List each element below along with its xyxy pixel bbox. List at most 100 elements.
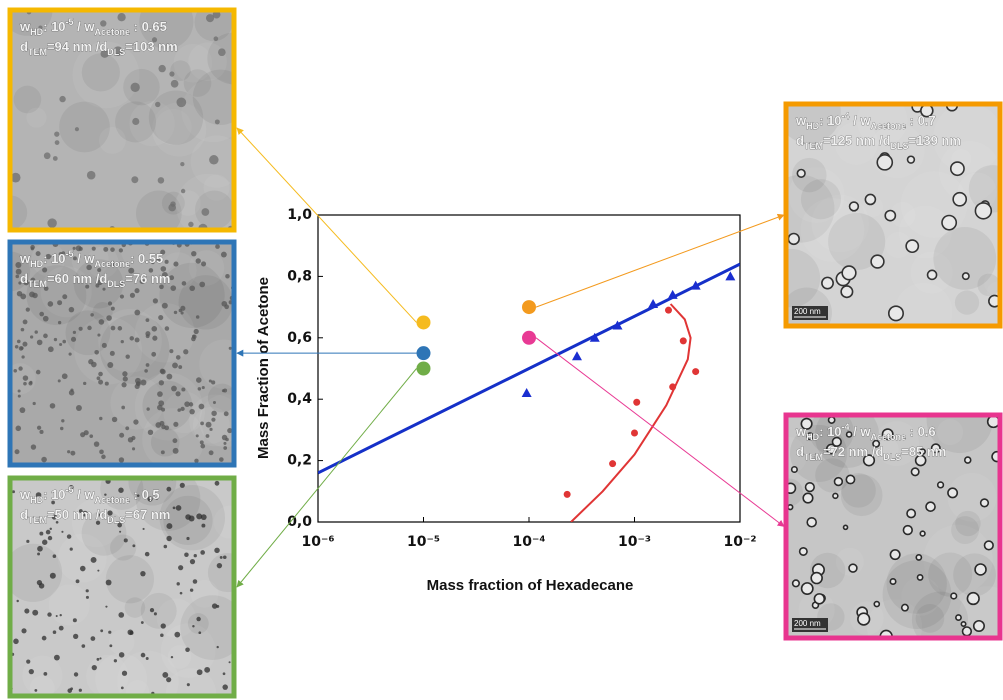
particle [145,657,149,660]
particle [30,335,34,339]
texture-blob [135,190,182,230]
particle [158,400,165,407]
particle [876,154,894,171]
x-tick-label: 10⁻⁴ [512,534,545,550]
texture-blob [203,174,230,201]
particle [806,516,817,528]
caption-run: =50 nm /d [47,507,107,522]
particle [68,389,75,396]
particle [36,339,43,346]
particle [59,95,66,103]
particle [848,563,858,573]
particle [70,388,74,392]
particle [983,540,994,551]
texture-blob [911,591,969,638]
particle [139,278,145,285]
texture-blob [840,474,883,517]
particle [127,437,134,443]
particle [22,341,28,347]
particle [930,443,941,454]
particle [185,647,190,653]
particle [787,504,794,511]
particle [96,657,100,661]
particle [227,428,233,434]
particle [214,480,220,486]
particle [61,419,65,423]
texture-blob [128,478,177,506]
particle [201,208,210,216]
particle [889,549,901,561]
particle [831,436,842,448]
particle [119,294,125,299]
caption-run: Acetone [871,121,907,131]
particle [89,434,94,439]
tem-texture [10,478,234,696]
caption-run: HD [30,27,43,37]
texture-blob [928,552,973,597]
y-tick-label: 0,6 [287,330,312,346]
texture-blob [915,604,945,633]
particle [23,381,27,386]
texture-blob [148,90,204,145]
particle [26,539,30,543]
particle [105,605,108,608]
particle [974,563,987,576]
caption-run: -5 [66,485,74,495]
particle [225,273,230,279]
texture-blob [968,165,1000,213]
particle [149,608,155,613]
particle [189,408,195,415]
caption-run: / w [74,19,96,34]
particle [810,571,823,585]
texture-blob [117,650,179,696]
particle [221,434,228,441]
particle [175,355,181,360]
particle [72,256,77,261]
caption-line: wHD: 10-5 / wAcetone : 0.65 [19,17,167,37]
particle [208,379,212,383]
triangle-point [725,271,736,281]
tem-panel: wHD: 10-4 / wAcetone : 0.6 dTEM=72 nm /dD… [783,412,1003,641]
particle [110,325,116,331]
particle [78,509,83,513]
particle [216,562,223,569]
particle [155,422,162,428]
particle [848,201,860,212]
particle [160,450,165,455]
particle [23,257,27,262]
particle [186,536,190,541]
particle [174,631,181,638]
particle [176,582,180,586]
caption-run: DLS [891,141,909,151]
particle [104,381,109,386]
texture-blob [57,533,107,583]
particle [160,249,166,255]
caption-line: dTEM=60 nm /dDLS=76 nm [20,271,170,289]
particle [134,288,140,294]
texture-blob [207,553,234,593]
caption-run: TEM [28,279,47,289]
particle [146,407,150,411]
particle [158,64,166,73]
particle [83,430,89,436]
caption-run: HD [30,259,43,269]
particle [20,293,27,300]
particle [121,382,127,388]
texture-blob [48,584,90,626]
texture-blob [156,598,196,638]
texture-blob [175,190,201,216]
particle [177,408,181,412]
particle [26,659,31,664]
particle [47,612,52,617]
particle [196,377,202,383]
particle [20,327,25,332]
series-line [318,262,740,475]
dot-point [631,429,638,437]
particle [211,417,216,422]
particle [18,366,23,371]
particle [160,633,164,637]
particle [198,403,205,410]
particle [902,524,913,536]
texture-blob [800,198,865,262]
particle [166,373,173,380]
